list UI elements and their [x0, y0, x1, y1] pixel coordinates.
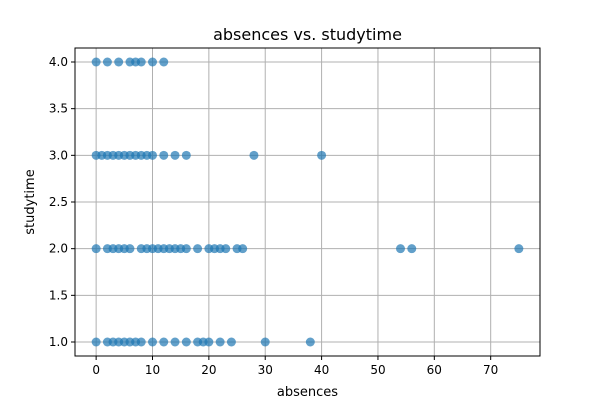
x-tick-label: 20 — [201, 363, 216, 377]
scatter-point — [159, 57, 169, 67]
scatter-point — [91, 57, 101, 67]
scatter-point — [305, 337, 315, 347]
scatter-point — [226, 337, 236, 347]
scatter-point — [148, 57, 157, 67]
scatter-point — [514, 244, 524, 254]
y-tick-label: 1.5 — [49, 288, 68, 302]
y-axis-label: studytime — [23, 169, 38, 234]
scatter-point — [170, 337, 180, 347]
y-tick-label: 1.0 — [49, 335, 68, 349]
data-points — [91, 57, 524, 347]
scatter-point — [102, 57, 112, 67]
x-tick-label: 70 — [483, 363, 498, 377]
scatter-point — [125, 244, 135, 254]
scatter-point — [181, 150, 191, 160]
scatter-point — [181, 337, 191, 347]
chart-title: absences vs. studytime — [213, 25, 402, 44]
x-axis-label: absences — [277, 385, 338, 400]
y-tick-label: 2.0 — [49, 242, 68, 256]
x-tick-label: 50 — [370, 363, 385, 377]
scatter-point — [159, 337, 169, 347]
scatter-point — [91, 337, 101, 347]
scatter-point — [148, 150, 157, 160]
scatter-point — [114, 57, 124, 67]
scatter-point — [136, 337, 146, 347]
scatter-point — [260, 337, 270, 347]
scatter-point — [249, 150, 259, 160]
scatter-point — [221, 244, 231, 254]
scatter-point — [181, 244, 191, 254]
scatter-point — [238, 244, 248, 254]
scatter-point — [193, 244, 203, 254]
scatter-point — [136, 57, 146, 67]
scatter-point — [170, 150, 180, 160]
x-tick-label: 30 — [258, 363, 273, 377]
y-tick-label: 3.5 — [49, 102, 68, 116]
y-tick-label: 4.0 — [49, 55, 68, 69]
scatter-point — [204, 337, 214, 347]
scatter-point — [317, 150, 327, 160]
x-tick-label: 10 — [145, 363, 160, 377]
y-tick-label: 3.0 — [49, 148, 68, 162]
scatter-point — [148, 337, 157, 347]
scatter-point — [215, 337, 225, 347]
axis-ticks: 0 10 20 30 40 50 60 70 1.0 1.5 2.0 2.5 3.0 3.5 4.0 — [49, 55, 498, 377]
x-tick-label: 40 — [314, 363, 329, 377]
y-tick-label: 2.5 — [49, 195, 68, 209]
scatter-point — [91, 244, 101, 254]
scatter-point — [407, 244, 417, 254]
x-tick-label: 0 — [92, 363, 100, 377]
scatter-point — [396, 244, 405, 254]
x-tick-label: 60 — [427, 363, 442, 377]
scatter-point — [159, 150, 169, 160]
